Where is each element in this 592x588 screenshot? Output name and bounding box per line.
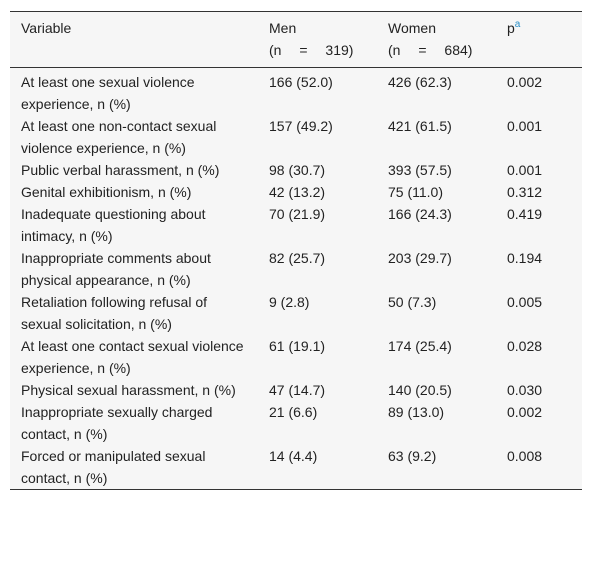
header-text: p — [507, 20, 515, 36]
table: Variable Men (n = 319) Women (n = 684) pa At … — [10, 12, 582, 489]
table-cell: Public verbal harassment, n (%) — [21, 162, 220, 178]
table-cell: 203 (29.7) — [388, 250, 452, 266]
table-row: Inappropriate comments about physical ap… — [10, 247, 582, 291]
header-cell: Women (n = 684) — [377, 12, 496, 68]
table-row: At least one sexual violence experience,… — [10, 68, 582, 116]
table-cell: 393 (57.5) — [388, 162, 452, 178]
table-cell: Inappropriate comments about physical ap… — [21, 250, 211, 288]
table-row: Genital exhibitionism, n (%) 42 (13.2) 75 … — [10, 181, 582, 203]
table-row: At least one contact sexual violence exp… — [10, 335, 582, 379]
header-text: Variable — [21, 20, 72, 36]
table-cell: 0.008 — [507, 448, 543, 464]
table-container: Variable Men (n = 319) Women (n = 684) pa At … — [10, 11, 582, 490]
table-cell: 166 (52.0) — [269, 74, 333, 90]
table-cell: 157 (49.2) — [269, 118, 333, 134]
table-cell: 82 (25.7) — [269, 250, 326, 266]
table-cell: 98 (30.7) — [269, 162, 326, 178]
table-cell: At least one contact sexual violence exp… — [21, 338, 244, 376]
table-cell: 50 (7.3) — [388, 294, 437, 310]
footnote-marker: a — [514, 19, 521, 30]
table-cell: Retaliation following refusal of sexual … — [21, 294, 207, 332]
table-cell: 0.002 — [507, 74, 543, 90]
table-row: Forced or manipulated sexual contact, n … — [10, 445, 582, 489]
table-row: Inadequate questioning about intimacy, n… — [10, 203, 582, 247]
table-cell: 63 (9.2) — [388, 448, 437, 464]
table-cell: 61 (19.1) — [269, 338, 326, 354]
header-subtext: (n = 684) — [388, 42, 473, 58]
table-row: Inappropriate sexually charged contact, … — [10, 401, 582, 445]
table-cell: 9 (2.8) — [269, 294, 310, 310]
header-cell: Variable — [10, 12, 258, 68]
table-cell: 70 (21.9) — [269, 206, 326, 222]
table-row: Retaliation following refusal of sexual … — [10, 291, 582, 335]
table-cell: Physical sexual harassment, n (%) — [21, 382, 236, 398]
table-cell: 47 (14.7) — [269, 382, 326, 398]
table-cell: Forced or manipulated sexual contact, n … — [21, 448, 206, 486]
table-cell: 0.001 — [507, 118, 543, 134]
table-cell: 0.028 — [507, 338, 543, 354]
table-row: Physical sexual harassment, n (%) 47 (14.… — [10, 379, 582, 401]
table-cell: 75 (11.0) — [388, 184, 443, 200]
table-cell: Inappropriate sexually charged contact, … — [21, 404, 213, 442]
table-cell: 0.419 — [507, 206, 543, 222]
table-body: At least one sexual violence experience,… — [10, 68, 582, 490]
table-cell: 42 (13.2) — [269, 184, 326, 200]
table-cell: Genital exhibitionism, n (%) — [21, 184, 192, 200]
table-cell: 421 (61.5) — [388, 118, 452, 134]
table-cell: 174 (25.4) — [388, 338, 452, 354]
table-cell: 0.312 — [507, 184, 543, 200]
header-cell: Men (n = 319) — [258, 12, 377, 68]
table-cell: Inadequate questioning about intimacy, n… — [21, 206, 206, 244]
table-cell: 89 (13.0) — [388, 404, 445, 420]
header-row: Variable Men (n = 319) Women (n = 684) pa — [10, 12, 582, 68]
table-cell: 140 (20.5) — [388, 382, 452, 398]
table-cell: 21 (6.6) — [269, 404, 318, 420]
table-cell: At least one sexual violence experience,… — [21, 74, 195, 112]
header-subtext: (n = 319) — [269, 42, 354, 58]
header-text: Women — [388, 20, 436, 36]
table-header: Variable Men (n = 319) Women (n = 684) pa — [10, 12, 582, 68]
table-cell: 0.194 — [507, 250, 543, 266]
header-text: Men — [269, 20, 297, 36]
table-cell: 0.030 — [507, 382, 543, 398]
table-cell: At least one non-contact sexual violence… — [21, 118, 217, 156]
table-cell: 0.002 — [507, 404, 543, 420]
table-cell: 0.005 — [507, 294, 543, 310]
table-cell: 0.001 — [507, 162, 543, 178]
table-cell: 166 (24.3) — [388, 206, 452, 222]
table-row: Public verbal harassment, n (%) 98 (30.7)… — [10, 159, 582, 181]
table-cell: 426 (62.3) — [388, 74, 452, 90]
table-row: At least one non-contact sexual violence… — [10, 115, 582, 159]
table-cell: 14 (4.4) — [269, 448, 318, 464]
header-cell: pa — [496, 12, 582, 68]
